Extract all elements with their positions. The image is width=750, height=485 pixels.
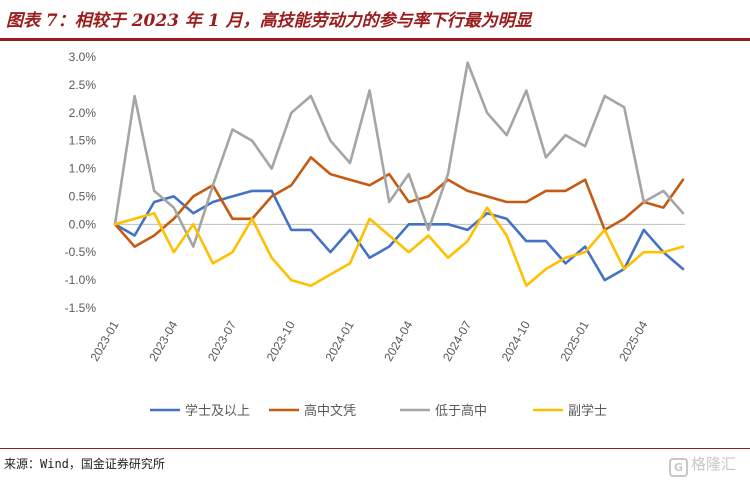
series-line-3 [113, 61, 685, 248]
y-tick-label: 3.0% [69, 50, 97, 64]
line-chart: -1.5% -1.0% -0.5% 0.0% 0.5% 1.0% 1.5% 2.0% 2.5% 3… [65, 50, 685, 419]
legend-label-1: 学士及以上 [185, 403, 250, 419]
chart-title: 图表 7：相较于 2023 年 1 月，高技能劳动力的参与率下行最为明显 [6, 11, 532, 31]
source-divider [0, 448, 750, 449]
y-tick-label: 1.0% [69, 162, 97, 176]
x-tick-label: 2023-07 [205, 318, 239, 363]
watermark-logo-icon: G [668, 458, 688, 477]
y-tick-label: 0.0% [69, 217, 97, 231]
x-tick-label: 2024-01 [322, 318, 356, 363]
x-tick-label: 2023-04 [146, 318, 180, 363]
y-tick-label: 2.5% [69, 78, 97, 92]
legend-label-2: 高中文凭 [304, 403, 356, 419]
series-line-4 [113, 206, 685, 287]
source-note: 来源：Wind，国金证券研究所 [4, 457, 165, 471]
x-tick-label: 2025-04 [616, 318, 650, 363]
title-bar: 图表 7：相较于 2023 年 1 月，高技能劳动力的参与率下行最为明显 [0, 0, 750, 41]
series-line-2 [113, 156, 685, 248]
y-tick-label: -1.0% [65, 273, 97, 287]
x-tick-label: 2024-04 [381, 318, 415, 363]
legend-label-4: 副学士 [568, 403, 607, 419]
x-tick-label: 2023-10 [264, 318, 298, 363]
y-tick-label: 1.5% [69, 134, 97, 148]
watermark: G 格隆汇 [668, 453, 736, 477]
watermark-text: 格隆汇 [690, 455, 736, 473]
x-tick-label: 2023-01 [87, 318, 121, 363]
y-tick-label: -0.5% [65, 245, 97, 259]
legend-label-3: 低于高中 [435, 403, 487, 419]
x-tick-label: 2024-07 [440, 318, 474, 363]
y-tick-label: -1.5% [65, 301, 97, 315]
y-tick-label: 2.0% [69, 106, 97, 120]
y-tick-label: 0.5% [69, 189, 97, 203]
x-tick-label: 2024-10 [499, 318, 533, 363]
x-tick-label: 2025-01 [558, 318, 592, 363]
series-line-1 [113, 189, 685, 282]
